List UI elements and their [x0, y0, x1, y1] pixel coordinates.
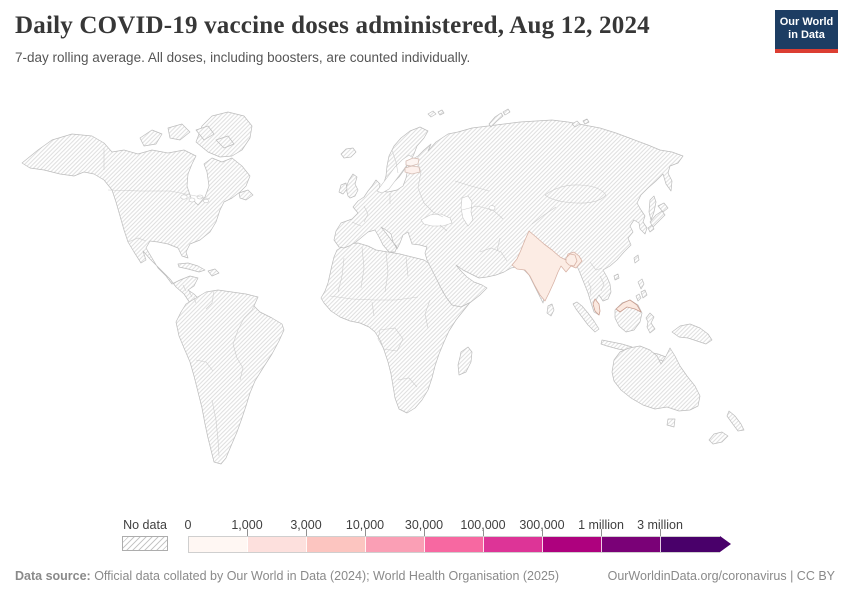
- island-greenland[interactable]: [195, 111, 253, 158]
- landmass-australia[interactable]: [611, 345, 701, 412]
- data-source-label: Data source:: [15, 569, 91, 583]
- owid-logo-line2: in Data: [788, 29, 825, 41]
- legend-tick-label: 10,000: [345, 518, 385, 532]
- legend-bar: [188, 536, 720, 553]
- great-lake: [188, 197, 196, 203]
- legend-tick: [601, 529, 602, 536]
- legend-segment[interactable]: [661, 537, 720, 552]
- island-cuba[interactable]: [177, 262, 206, 273]
- shaded-countries: [404, 157, 642, 316]
- island-sulawesi[interactable]: [645, 312, 656, 334]
- island-newfoundland[interactable]: [238, 189, 254, 201]
- island-ireland[interactable]: [338, 182, 348, 195]
- landmass-south-america[interactable]: [175, 289, 285, 465]
- owid-logo[interactable]: Our World in Data: [775, 10, 838, 53]
- country-latvia[interactable]: [404, 165, 421, 175]
- legend-tick-label: 0: [184, 518, 192, 532]
- legend-tick: [542, 529, 543, 536]
- islands-japan[interactable]: [647, 202, 669, 233]
- legend-tick-label: 30,000: [404, 518, 444, 532]
- legend-segment[interactable]: [307, 537, 366, 552]
- great-lake: [180, 194, 188, 200]
- island-new-guinea[interactable]: [671, 323, 713, 345]
- island-iceland[interactable]: [340, 147, 357, 159]
- country-malaysia-peninsula[interactable]: [592, 298, 601, 316]
- legend-tick: [424, 529, 425, 536]
- caspian-sea: [460, 195, 474, 227]
- data-source-text: Official data collated by Our World in D…: [90, 569, 560, 583]
- landmass-north-america[interactable]: [21, 133, 251, 310]
- legend-segment[interactable]: [248, 537, 307, 552]
- legend-tick: [483, 529, 484, 536]
- chart-subtitle: 7-day rolling average. All doses, includ…: [15, 50, 471, 65]
- islands-philippines[interactable]: [635, 278, 648, 302]
- no-data-landmasses[interactable]: [21, 108, 745, 465]
- legend-tick-label: 100,000: [460, 518, 506, 532]
- legend-segment[interactable]: [425, 537, 484, 552]
- country-bangladesh[interactable]: [565, 253, 578, 267]
- landmass-eurasia[interactable]: [333, 119, 684, 316]
- legend-tick-label: 3 million: [637, 518, 683, 532]
- islands-canadian-arctic[interactable]: [139, 123, 235, 149]
- island-taiwan[interactable]: [633, 254, 640, 264]
- island-tasmania[interactable]: [666, 418, 676, 428]
- legend-tick-label: 3,000: [290, 518, 322, 532]
- inland-seas: [180, 154, 496, 227]
- data-source-note: Data source: Official data collated by O…: [15, 569, 559, 583]
- black-sea: [420, 213, 453, 227]
- great-lake: [203, 198, 209, 204]
- owid-logo-line1: Our World: [779, 16, 834, 28]
- island-britain[interactable]: [345, 173, 359, 199]
- legend-tick: [365, 529, 366, 536]
- island-hispaniola[interactable]: [207, 268, 220, 277]
- legend-segment[interactable]: [189, 537, 248, 552]
- island-madagascar[interactable]: [457, 346, 473, 376]
- island-sumatra[interactable]: [572, 301, 600, 333]
- island-sri-lanka[interactable]: [546, 303, 555, 317]
- legend-segment[interactable]: [366, 537, 425, 552]
- legend-segment[interactable]: [484, 537, 543, 552]
- islands-new-zealand[interactable]: [708, 410, 745, 445]
- country-estonia[interactable]: [405, 157, 420, 167]
- islands-arctic-russia[interactable]: [427, 108, 590, 128]
- legend-tick: [660, 529, 661, 536]
- legend-no-data-label: No data: [123, 518, 167, 532]
- owid-link[interactable]: OurWorldinData.org/coronavirus | CC BY: [607, 569, 835, 583]
- legend-no-data-swatch[interactable]: [122, 536, 168, 551]
- legend-tick: [306, 529, 307, 536]
- landmass-africa[interactable]: [320, 242, 478, 414]
- island-hainan[interactable]: [613, 273, 620, 281]
- legend-segment[interactable]: [602, 537, 661, 552]
- legend-arrow: [720, 536, 731, 552]
- legend-tick: [247, 529, 248, 536]
- legend-segment[interactable]: [543, 537, 602, 552]
- country-malaysia-borneo[interactable]: [615, 299, 642, 313]
- country-india[interactable]: [511, 230, 583, 302]
- legend-tick-label: 1 million: [578, 518, 624, 532]
- island-sakhalin[interactable]: [648, 195, 657, 221]
- country-borders: [103, 148, 607, 457]
- legend-tick-label: 1,000: [231, 518, 263, 532]
- legend-tick-label: 300,000: [519, 518, 565, 532]
- chart-title: Daily COVID-19 vaccine doses administere…: [15, 12, 650, 39]
- world-map[interactable]: [0, 90, 850, 510]
